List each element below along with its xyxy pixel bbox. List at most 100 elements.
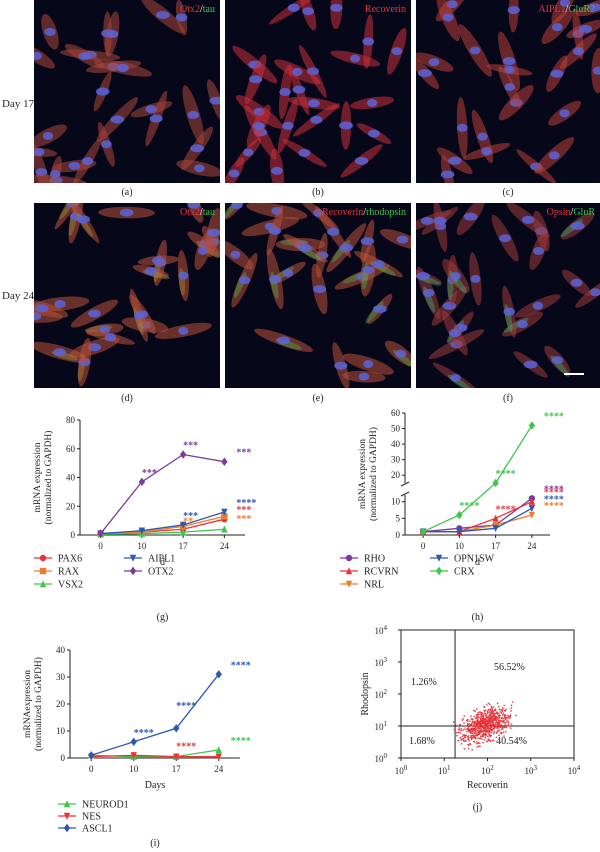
scatter-point xyxy=(505,714,507,717)
scatter-point xyxy=(486,704,488,706)
legend-label: NRL xyxy=(364,580,384,591)
scatter-point xyxy=(489,724,492,726)
scatter-point xyxy=(467,743,469,746)
scatter-point xyxy=(490,712,492,715)
nucleus xyxy=(228,169,240,178)
nucleus xyxy=(442,13,454,22)
scatter-point xyxy=(467,735,470,737)
scatter-point xyxy=(510,707,513,709)
stain-label-part: Opsin xyxy=(546,207,571,218)
scatter-point xyxy=(509,715,512,718)
y-axis-label: mRNA expression xyxy=(358,439,368,509)
scatter-point xyxy=(463,722,465,724)
scatter-point xyxy=(501,706,504,709)
nucleus xyxy=(363,360,374,369)
scatter-point xyxy=(493,714,495,716)
nucleus xyxy=(34,51,42,60)
nucleus xyxy=(156,10,170,19)
significance-mark: **** xyxy=(231,736,251,747)
scatter-point xyxy=(466,727,469,730)
y-tick-label: 20 xyxy=(56,699,66,709)
nucleus xyxy=(578,24,592,33)
nucleus xyxy=(268,226,282,235)
legend-marker xyxy=(63,812,71,820)
scatter-point xyxy=(481,738,483,740)
nucleus xyxy=(269,275,282,284)
scatter-point xyxy=(483,723,486,726)
scatter-point xyxy=(478,716,480,719)
x-tick-label: 10 xyxy=(129,764,139,774)
scatter-point xyxy=(470,727,472,730)
nucleus xyxy=(81,157,94,166)
micrograph-d: Otx2/tau xyxy=(34,203,220,388)
legend-label: NEUROD1 xyxy=(82,800,129,811)
scatter-point xyxy=(456,734,458,737)
scatter-point xyxy=(486,710,489,712)
scatter-point xyxy=(490,729,493,732)
significance-mark: **** xyxy=(496,504,516,515)
x-axis-label: d xyxy=(160,557,165,568)
scatter-point xyxy=(496,718,499,721)
scatter-point xyxy=(471,721,474,724)
nucleus xyxy=(523,360,538,369)
scatter-point xyxy=(472,727,475,730)
scatter-point xyxy=(473,715,476,718)
legend-label: OPN1SW xyxy=(454,554,495,565)
panel-d-stain-label: Otx2/tau xyxy=(180,207,215,218)
axis-break-mark xyxy=(400,481,410,487)
legend-label: NES xyxy=(82,812,101,823)
nucleus xyxy=(422,288,435,297)
legend-marker xyxy=(435,566,443,576)
legend-marker xyxy=(345,567,353,575)
micrograph-c: AIPL1/GluR2 xyxy=(416,0,600,183)
x-tick-label: 17 xyxy=(172,764,182,774)
scatter-point xyxy=(463,747,466,750)
nucleus xyxy=(78,52,92,61)
data-point-neurod1 xyxy=(215,746,222,754)
scatter-point xyxy=(483,720,486,723)
scatter-point xyxy=(477,723,479,726)
scatter-point xyxy=(503,726,506,729)
cell-layer xyxy=(225,0,407,183)
scatter-point xyxy=(505,726,507,729)
scatter-point xyxy=(505,708,507,711)
chart-i: 0 10 17 24 0 10 20 30 40 Days mRNAexpression (norma… xyxy=(23,645,251,849)
scatter-point xyxy=(510,704,513,707)
scatter-point xyxy=(476,714,479,717)
nucleus xyxy=(559,0,570,7)
scatter-point xyxy=(487,729,490,732)
significance-mark: **** xyxy=(459,501,479,512)
nucleus xyxy=(298,244,312,253)
scatter-point xyxy=(474,710,476,713)
scatter-point xyxy=(473,720,476,723)
y-tick-label: 30 xyxy=(391,455,401,465)
nucleus xyxy=(282,269,294,278)
scatter-point xyxy=(463,737,465,740)
scatter-point xyxy=(473,723,475,726)
significance-mark: **** xyxy=(544,411,564,422)
scatter-point xyxy=(504,724,507,726)
scatter-point xyxy=(493,727,496,729)
scatter-point xyxy=(472,734,474,736)
nucleus xyxy=(481,147,492,156)
scatter-point xyxy=(464,739,467,742)
scatter-point xyxy=(482,741,484,744)
scatter-point xyxy=(493,724,496,726)
nucleus xyxy=(88,309,101,318)
scatter-point xyxy=(477,732,479,734)
nucleus xyxy=(310,115,323,124)
nucleus xyxy=(187,110,200,119)
scatter-point xyxy=(498,717,500,720)
scatter-point xyxy=(467,738,469,741)
scatter-point xyxy=(499,711,502,713)
chart-g: 0 10 17 24 0 20 40 60 80 d mRNA expression (normali… xyxy=(33,415,256,623)
nucleus xyxy=(133,311,145,320)
caption-a: (a) xyxy=(121,187,133,198)
scatter-point xyxy=(484,727,487,730)
scatter-point xyxy=(483,717,485,720)
quadrant-percentage: 1.68% xyxy=(409,736,435,747)
scatter-point xyxy=(487,715,490,718)
scatter-point xyxy=(491,724,493,727)
scatter-point xyxy=(510,710,512,712)
scatter-point xyxy=(473,736,476,739)
